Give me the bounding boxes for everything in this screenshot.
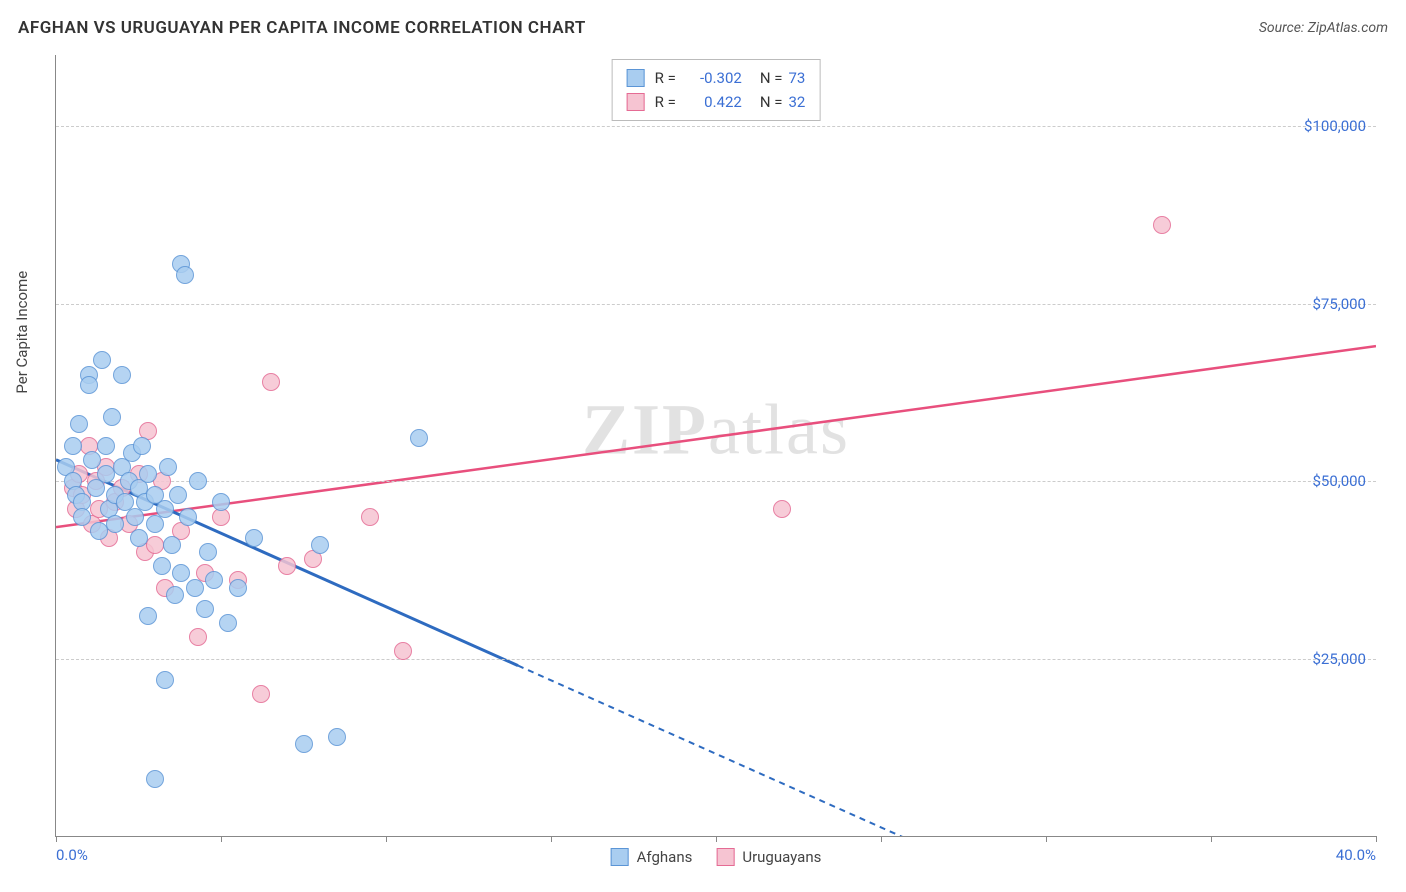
gridline (56, 304, 1376, 305)
swatch-pink (716, 848, 734, 866)
gridline (56, 481, 1376, 482)
n-value-pink: 32 (788, 90, 805, 114)
data-point (64, 437, 82, 455)
r-label: R = (655, 66, 676, 90)
data-point (179, 508, 197, 526)
data-point (153, 557, 171, 575)
legend-label-pink: Uruguayans (742, 848, 821, 866)
legend-item-pink: Uruguayans (716, 848, 821, 866)
data-point (252, 685, 270, 703)
y-tick-label: $50,000 (1312, 472, 1366, 490)
x-tick (1211, 836, 1212, 842)
plot-area: ZIPatlas R = -0.302 N = 73 R = 0.422 N =… (55, 55, 1376, 837)
data-point (199, 543, 217, 561)
n-label: N = (760, 66, 783, 90)
n-value-blue: 73 (788, 66, 805, 90)
data-point (245, 529, 263, 547)
data-point (773, 500, 791, 518)
source-label: Source: ZipAtlas.com (1259, 20, 1388, 36)
data-point (186, 579, 204, 597)
legend-row-pink: R = 0.422 N = 32 (627, 90, 806, 114)
chart-title: AFGHAN VS URUGUAYAN PER CAPITA INCOME CO… (18, 18, 586, 38)
gridline (56, 126, 1376, 127)
data-point (196, 600, 214, 618)
data-point (262, 373, 280, 391)
data-point (73, 508, 91, 526)
data-point (97, 437, 115, 455)
x-tick (551, 836, 552, 842)
title-bar: AFGHAN VS URUGUAYAN PER CAPITA INCOME CO… (18, 18, 1388, 38)
data-point (189, 628, 207, 646)
data-point (80, 376, 98, 394)
data-point (205, 571, 223, 589)
y-tick-label: $75,000 (1312, 295, 1366, 313)
data-point (295, 735, 313, 753)
trend-lines-layer (56, 55, 1376, 836)
legend-label-blue: Afghans (637, 848, 693, 866)
data-point (361, 508, 379, 526)
legend-series: Afghans Uruguayans (611, 848, 822, 866)
watermark: ZIPatlas (582, 388, 850, 471)
data-point (169, 486, 187, 504)
swatch-blue (627, 69, 645, 87)
x-tick (56, 836, 57, 842)
data-point (176, 266, 194, 284)
data-point (159, 458, 177, 476)
x-tick (881, 836, 882, 842)
x-tick (1046, 836, 1047, 842)
data-point (146, 770, 164, 788)
data-point (328, 728, 346, 746)
data-point (106, 515, 124, 533)
r-value-pink: 0.422 (682, 90, 742, 114)
data-point (163, 536, 181, 554)
data-point (130, 529, 148, 547)
data-point (311, 536, 329, 554)
watermark-bold: ZIP (582, 389, 708, 469)
data-point (70, 415, 88, 433)
data-point (166, 586, 184, 604)
data-point (219, 614, 237, 632)
data-point (172, 564, 190, 582)
y-axis-title: Per Capita Income (13, 271, 31, 394)
x-tick (386, 836, 387, 842)
data-point (113, 366, 131, 384)
data-point (133, 437, 151, 455)
swatch-blue (611, 848, 629, 866)
x-axis-min-label: 0.0% (56, 846, 88, 864)
r-label: R = (655, 90, 676, 114)
r-value-blue: -0.302 (682, 66, 742, 90)
data-point (103, 408, 121, 426)
x-axis-max-label: 40.0% (1336, 846, 1376, 864)
data-point (93, 351, 111, 369)
x-tick (1376, 836, 1377, 842)
data-point (156, 671, 174, 689)
gridline (56, 659, 1376, 660)
swatch-pink (627, 93, 645, 111)
y-tick-label: $25,000 (1312, 650, 1366, 668)
data-point (410, 429, 428, 447)
y-tick-label: $100,000 (1304, 117, 1366, 135)
data-point (83, 451, 101, 469)
data-point (156, 500, 174, 518)
n-label: N = (760, 90, 783, 114)
data-point (278, 557, 296, 575)
data-point (229, 579, 247, 597)
data-point (90, 522, 108, 540)
x-tick (716, 836, 717, 842)
legend-correlation-box: R = -0.302 N = 73 R = 0.422 N = 32 (612, 59, 821, 121)
data-point (212, 493, 230, 511)
data-point (1153, 216, 1171, 234)
data-point (394, 642, 412, 660)
legend-row-blue: R = -0.302 N = 73 (627, 66, 806, 90)
data-point (139, 607, 157, 625)
data-point (146, 536, 164, 554)
data-point (97, 465, 115, 483)
chart-container: AFGHAN VS URUGUAYAN PER CAPITA INCOME CO… (0, 0, 1406, 892)
watermark-light: atlas (708, 389, 850, 469)
legend-item-blue: Afghans (611, 848, 693, 866)
x-tick (221, 836, 222, 842)
data-point (139, 465, 157, 483)
data-point (189, 472, 207, 490)
